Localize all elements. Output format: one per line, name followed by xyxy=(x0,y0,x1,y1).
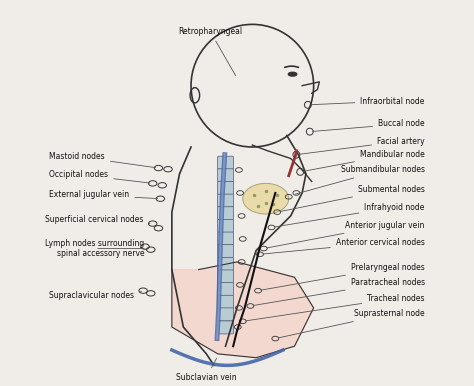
FancyBboxPatch shape xyxy=(218,295,234,308)
FancyBboxPatch shape xyxy=(218,283,234,296)
Ellipse shape xyxy=(243,183,289,214)
Text: Buccal node: Buccal node xyxy=(312,120,425,131)
Ellipse shape xyxy=(288,72,297,76)
Text: Superficial cervical nodes: Superficial cervical nodes xyxy=(46,215,150,224)
FancyBboxPatch shape xyxy=(218,245,234,258)
Polygon shape xyxy=(172,262,314,358)
Text: Lymph nodes surrounding
spinal accessory nerve: Lymph nodes surrounding spinal accessory… xyxy=(46,239,145,258)
Text: Submandibular nodes: Submandibular nodes xyxy=(295,166,425,194)
Text: Infrahyoid node: Infrahyoid node xyxy=(274,203,425,227)
FancyBboxPatch shape xyxy=(218,308,234,321)
FancyBboxPatch shape xyxy=(218,270,234,283)
Text: Retropharyngeal: Retropharyngeal xyxy=(178,27,242,76)
Text: Anterior jugular vein: Anterior jugular vein xyxy=(266,221,425,248)
Text: Supraclavicular nodes: Supraclavicular nodes xyxy=(49,291,142,300)
FancyBboxPatch shape xyxy=(218,181,234,195)
Text: Occipital nodes: Occipital nodes xyxy=(49,170,150,183)
Text: Facial artery: Facial artery xyxy=(299,137,425,154)
FancyBboxPatch shape xyxy=(218,219,234,232)
Text: Submental nodes: Submental nodes xyxy=(280,185,425,212)
Text: Suprasternal node: Suprasternal node xyxy=(278,309,425,338)
Text: Mastoid nodes: Mastoid nodes xyxy=(49,152,155,168)
FancyBboxPatch shape xyxy=(218,194,234,207)
FancyBboxPatch shape xyxy=(218,207,234,220)
FancyBboxPatch shape xyxy=(218,169,234,182)
Text: Paratracheal nodes: Paratracheal nodes xyxy=(253,278,425,306)
Text: Anterior cervical nodes: Anterior cervical nodes xyxy=(263,238,425,254)
FancyBboxPatch shape xyxy=(218,321,234,334)
Text: External jugular vein: External jugular vein xyxy=(49,190,157,200)
Text: Subclavian vein: Subclavian vein xyxy=(176,358,237,382)
Text: Prelaryngeal nodes: Prelaryngeal nodes xyxy=(261,263,425,290)
FancyBboxPatch shape xyxy=(218,257,234,270)
FancyBboxPatch shape xyxy=(218,156,234,169)
FancyBboxPatch shape xyxy=(218,232,234,245)
Text: Tracheal nodes: Tracheal nodes xyxy=(246,294,425,321)
Text: Mandibular node: Mandibular node xyxy=(303,150,425,171)
Text: Infraorbital node: Infraorbital node xyxy=(310,96,425,105)
